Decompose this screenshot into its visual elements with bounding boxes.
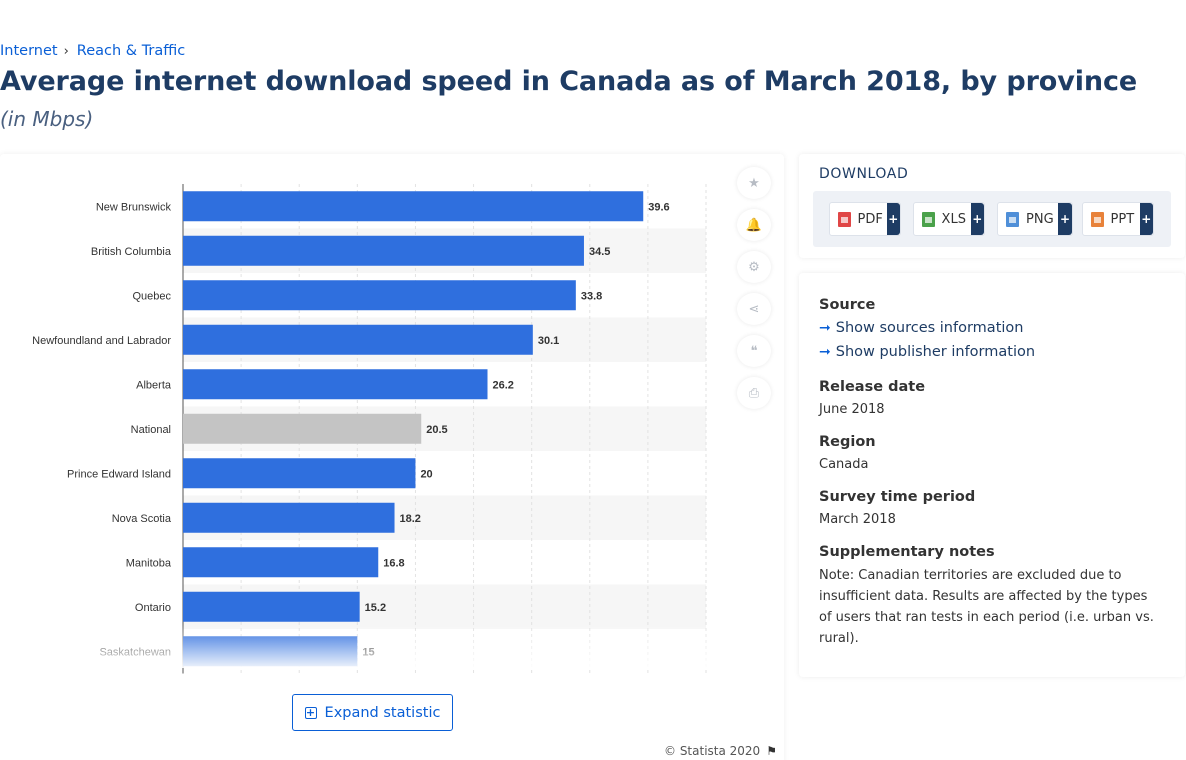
page-subtitle: (in Mbps) <box>0 107 94 131</box>
download-ppt-label: PPT <box>1110 211 1135 227</box>
quote-icon[interactable]: ❝ <box>737 335 771 367</box>
plus-icon: + <box>1058 203 1072 235</box>
supplementary-notes-label: Supplementary notes <box>819 544 995 560</box>
gear-icon[interactable]: ⚙ <box>737 251 771 283</box>
value-label: 20 <box>420 468 432 480</box>
category-label: British Columbia <box>91 246 172 258</box>
flag-icon[interactable]: ⚑ <box>766 744 777 758</box>
xls-file-icon <box>922 211 935 227</box>
category-label: New Brunswick <box>96 201 172 213</box>
value-label: 18.2 <box>400 513 421 525</box>
bar <box>183 369 488 400</box>
expand-statistic-button[interactable]: + Expand statistic <box>292 694 453 731</box>
value-label: 33.8 <box>581 290 602 302</box>
breadcrumb-separator: › <box>63 43 69 59</box>
survey-period-value: March 2018 <box>819 512 896 527</box>
download-pdf-label: PDF <box>857 211 883 227</box>
category-label: Quebec <box>132 290 171 302</box>
bar <box>183 191 644 222</box>
bar <box>183 324 533 355</box>
pdf-file-icon <box>838 211 851 227</box>
bar <box>183 547 379 578</box>
release-date-value: June 2018 <box>819 402 885 417</box>
category-label: Prince Edward Island <box>67 468 171 480</box>
bar <box>183 502 395 533</box>
bar <box>183 591 360 622</box>
bar <box>183 235 584 266</box>
category-label: Nova Scotia <box>112 513 172 525</box>
download-ppt-button[interactable]: PPT + <box>1082 202 1154 236</box>
chart-card: New Brunswick British Columbia Quebec Newfo… <box>0 154 784 760</box>
share-icon[interactable]: ⋖ <box>737 293 771 325</box>
breadcrumb-reach-traffic[interactable]: Reach & Traffic <box>76 43 186 59</box>
region-value: Canada <box>819 457 869 472</box>
download-xls-button[interactable]: XLS + <box>913 202 985 236</box>
download-strip: PDF + XLS + PNG + PPT + <box>813 191 1171 247</box>
show-sources-link[interactable]: ➞ Show sources information <box>819 320 1023 336</box>
source-label: Source <box>819 297 876 313</box>
arrow-right-icon: ➞ <box>819 320 831 336</box>
breadcrumb: Internet › Reach & Traffic <box>0 43 185 59</box>
plus-square-icon: + <box>304 706 317 719</box>
release-date-label: Release date <box>819 379 926 395</box>
info-card: Source ➞ Show sources information ➞ Show… <box>799 273 1185 677</box>
download-card: DOWNLOAD PDF + XLS + PNG + PPT + <box>799 154 1185 258</box>
arrow-right-icon: ➞ <box>819 344 831 360</box>
copyright: © Statista 2020 ⚑ <box>664 744 777 758</box>
bar-chart: New Brunswick British Columbia Quebec Newfo… <box>0 184 740 674</box>
category-label: Alberta <box>136 379 172 391</box>
expand-statistic-label: Expand statistic <box>324 704 441 721</box>
download-png-label: PNG <box>1026 211 1054 227</box>
plus-icon: + <box>1139 203 1154 235</box>
bell-icon[interactable]: 🔔 <box>737 209 771 241</box>
bar <box>183 458 416 489</box>
star-icon[interactable]: ★ <box>737 167 771 199</box>
category-label: Manitoba <box>126 557 172 569</box>
download-xls-label: XLS <box>941 211 966 227</box>
region-label: Region <box>819 434 876 450</box>
plus-icon: + <box>886 203 901 235</box>
category-label: Ontario <box>135 602 171 614</box>
value-label: 16.8 <box>383 557 404 569</box>
value-label: 34.5 <box>589 246 610 258</box>
chart-toolbar: ★ 🔔 ⚙ ⋖ ❝ ⎙ <box>737 167 771 409</box>
category-label: National <box>131 424 171 436</box>
show-publisher-link[interactable]: ➞ Show publisher information <box>819 344 1035 360</box>
show-sources-label: Show sources information <box>835 320 1024 336</box>
survey-period-label: Survey time period <box>819 489 976 505</box>
plus-icon: + <box>970 203 985 235</box>
supplementary-notes-value: Note: Canadian territories are excluded … <box>819 568 1154 646</box>
show-publisher-label: Show publisher information <box>835 344 1036 360</box>
bar <box>183 413 422 444</box>
print-icon[interactable]: ⎙ <box>737 377 771 409</box>
value-label: 39.6 <box>648 201 669 213</box>
chart-fade-overlay <box>0 624 740 668</box>
png-file-icon <box>1006 211 1019 227</box>
value-label: 30.1 <box>538 335 559 347</box>
category-label: Newfoundland and Labrador <box>32 335 171 347</box>
breadcrumb-internet[interactable]: Internet <box>0 43 58 59</box>
download-title: DOWNLOAD <box>819 166 909 182</box>
page-title: Average internet download speed in Canad… <box>0 66 1138 97</box>
download-png-button[interactable]: PNG + <box>997 202 1073 236</box>
bar <box>183 280 576 311</box>
value-label: 15.2 <box>365 602 386 614</box>
copyright-text: © Statista 2020 <box>664 744 761 758</box>
value-label: 26.2 <box>493 379 514 391</box>
value-label: 20.5 <box>426 424 447 436</box>
ppt-file-icon <box>1091 211 1104 227</box>
download-pdf-button[interactable]: PDF + <box>829 202 901 236</box>
